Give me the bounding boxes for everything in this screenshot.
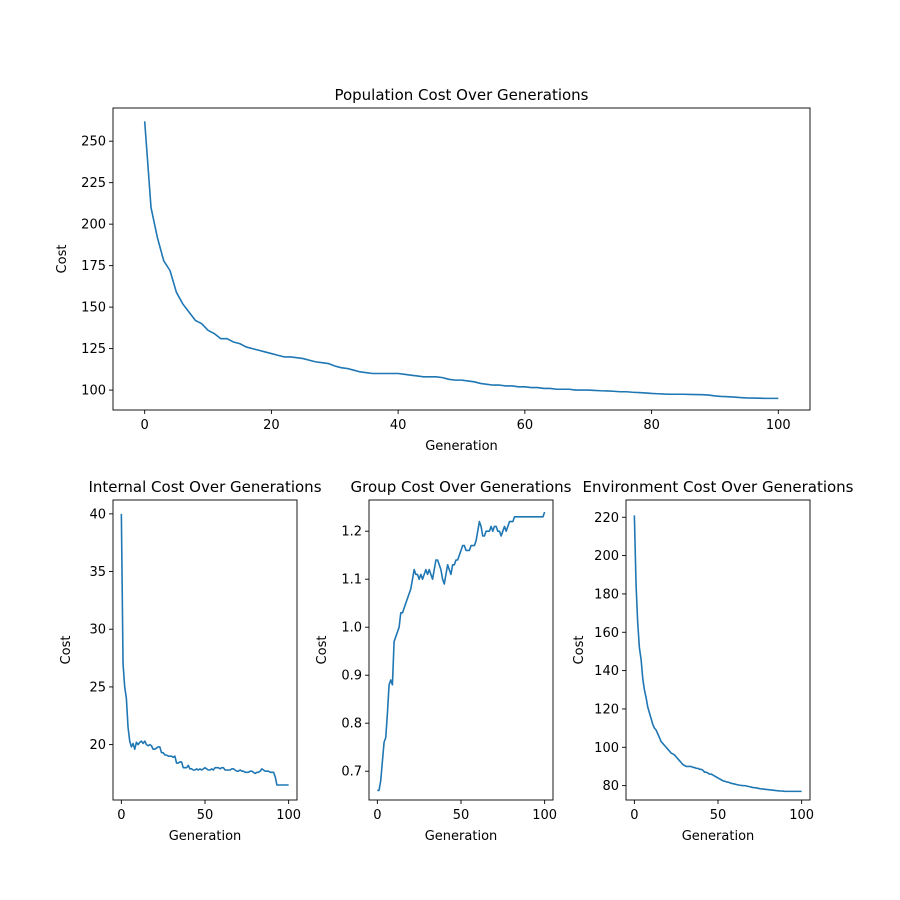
environment-cost-chart: 0 50 100 80 100 120 140 160 180 200 220 Environment… bbox=[572, 478, 854, 844]
series-line bbox=[377, 511, 546, 792]
x-tick-label: 40 bbox=[390, 418, 407, 433]
y-tick-label: 175 bbox=[81, 259, 106, 274]
series-line bbox=[143, 121, 779, 400]
x-tick-label: 100 bbox=[766, 418, 791, 433]
x-tick-label: 50 bbox=[197, 808, 214, 823]
y-tick-label: 100 bbox=[81, 384, 106, 399]
y-tick-label: 30 bbox=[89, 623, 106, 638]
y-tick-label: 0.7 bbox=[341, 765, 362, 780]
x-tick-label: 20 bbox=[263, 418, 280, 433]
y-tick-label: 140 bbox=[594, 664, 619, 679]
x-tick-label: 80 bbox=[643, 418, 660, 433]
y-tick-label: 0.8 bbox=[341, 717, 362, 732]
y-tick-label: 1.1 bbox=[341, 573, 362, 588]
y-tick-label: 250 bbox=[81, 135, 106, 150]
chart-title: Group Cost Over Generations bbox=[351, 478, 572, 496]
x-tick-label: 50 bbox=[453, 808, 470, 823]
chart-title: Population Cost Over Generations bbox=[334, 86, 588, 104]
series-line bbox=[120, 513, 289, 786]
y-tick-label: 25 bbox=[89, 680, 106, 695]
y-axis-label: Cost bbox=[572, 636, 587, 665]
y-tick-label: 220 bbox=[594, 511, 619, 526]
x-axis-label: Generation bbox=[169, 829, 242, 844]
x-tick-label: 0 bbox=[630, 808, 638, 823]
x-tick-label: 0 bbox=[141, 418, 149, 433]
y-tick-label: 1.2 bbox=[341, 525, 362, 540]
x-axis-label: Generation bbox=[425, 439, 498, 454]
y-tick-label: 100 bbox=[594, 741, 619, 756]
x-axis-label: Generation bbox=[425, 829, 498, 844]
y-tick-label: 125 bbox=[81, 342, 106, 357]
x-tick-label: 0 bbox=[117, 808, 125, 823]
x-tick-label: 100 bbox=[276, 808, 301, 823]
population-cost-chart: 0 20 40 60 80 100 100 125 150 175 200 225 250 Populat… bbox=[55, 86, 811, 454]
y-tick-label: 20 bbox=[89, 738, 106, 753]
y-tick-label: 225 bbox=[81, 176, 106, 191]
x-axis-label: Generation bbox=[682, 829, 755, 844]
y-tick-label: 180 bbox=[594, 587, 619, 602]
internal-cost-chart: 0 50 100 20 25 30 35 40 Internal Cost Over Gener… bbox=[59, 478, 322, 844]
x-tick-label: 100 bbox=[532, 808, 557, 823]
y-tick-label: 40 bbox=[89, 507, 106, 522]
x-tick-label: 50 bbox=[710, 808, 727, 823]
y-axis-label: Cost bbox=[59, 636, 74, 665]
group-cost-chart: 0 50 100 0.7 0.8 0.9 1.0 1.1 1.2 Group Cost Over … bbox=[315, 478, 572, 844]
y-tick-label: 1.0 bbox=[341, 621, 362, 636]
series-line bbox=[633, 515, 802, 793]
y-tick-label: 120 bbox=[594, 702, 619, 717]
y-tick-label: 200 bbox=[81, 218, 106, 233]
y-tick-label: 35 bbox=[89, 565, 106, 580]
y-axis-label: Cost bbox=[315, 636, 330, 665]
chart-title: Environment Cost Over Generations bbox=[582, 478, 853, 496]
x-tick-label: 60 bbox=[517, 418, 534, 433]
y-tick-label: 80 bbox=[602, 779, 619, 794]
y-tick-label: 200 bbox=[594, 549, 619, 564]
y-tick-label: 160 bbox=[594, 626, 619, 641]
x-tick-label: 100 bbox=[789, 808, 814, 823]
y-tick-label: 150 bbox=[81, 301, 106, 316]
y-tick-label: 0.9 bbox=[341, 669, 362, 684]
x-tick-label: 0 bbox=[373, 808, 381, 823]
chart-title: Internal Cost Over Generations bbox=[88, 478, 321, 496]
axes-frame bbox=[112, 107, 811, 411]
y-axis-label: Cost bbox=[55, 245, 70, 274]
